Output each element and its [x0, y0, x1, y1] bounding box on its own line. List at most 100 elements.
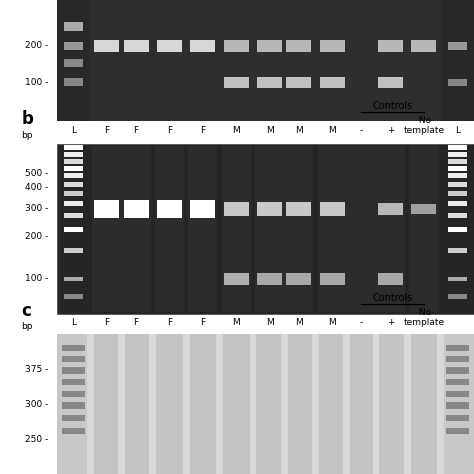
Bar: [410, 146, 438, 312]
Text: F: F: [201, 318, 205, 327]
Bar: [376, 146, 405, 312]
Bar: [64, 173, 83, 178]
Bar: [64, 182, 83, 187]
Bar: [438, 334, 444, 474]
Text: F: F: [104, 126, 109, 135]
Bar: [188, 146, 218, 312]
Bar: [446, 402, 469, 409]
Bar: [224, 202, 249, 216]
Bar: [284, 146, 313, 312]
Bar: [62, 379, 85, 385]
Bar: [286, 77, 311, 88]
Bar: [347, 146, 376, 312]
Text: 500 -: 500 -: [25, 169, 48, 178]
Bar: [64, 213, 83, 219]
Bar: [224, 273, 249, 285]
Bar: [62, 415, 85, 421]
Bar: [121, 334, 151, 474]
Bar: [124, 40, 149, 52]
Bar: [411, 204, 437, 214]
Bar: [64, 78, 83, 86]
Bar: [188, 334, 218, 474]
Text: c: c: [21, 302, 31, 320]
Bar: [286, 273, 311, 285]
Bar: [446, 379, 469, 385]
Bar: [64, 159, 83, 164]
Bar: [345, 0, 378, 121]
Text: M: M: [232, 126, 240, 135]
Text: F: F: [167, 318, 172, 327]
Bar: [446, 345, 469, 351]
Bar: [318, 146, 347, 312]
Text: F: F: [167, 126, 172, 135]
Bar: [62, 402, 85, 409]
Bar: [62, 356, 85, 363]
Bar: [404, 334, 410, 474]
Text: F: F: [134, 126, 139, 135]
Bar: [257, 202, 282, 216]
Text: Controls: Controls: [373, 293, 413, 303]
Bar: [347, 334, 374, 474]
Bar: [222, 334, 251, 474]
Bar: [448, 201, 467, 206]
Bar: [124, 200, 149, 218]
Bar: [64, 201, 83, 206]
Bar: [446, 367, 469, 374]
Bar: [62, 345, 85, 351]
Bar: [155, 334, 184, 474]
Bar: [64, 152, 83, 157]
Bar: [378, 273, 403, 285]
Text: F: F: [104, 318, 109, 327]
Bar: [64, 191, 83, 195]
Bar: [62, 391, 85, 397]
Bar: [448, 228, 467, 232]
Bar: [64, 166, 83, 171]
Text: 400 -: 400 -: [25, 183, 48, 192]
Bar: [255, 334, 282, 474]
Text: M: M: [266, 318, 273, 327]
Bar: [448, 276, 467, 282]
Text: F: F: [134, 318, 139, 327]
Bar: [118, 334, 125, 474]
Text: No
template: No template: [403, 116, 445, 135]
Bar: [62, 367, 85, 374]
Bar: [64, 248, 83, 254]
Bar: [255, 146, 284, 312]
Bar: [286, 202, 311, 216]
Bar: [64, 22, 83, 31]
Bar: [64, 294, 83, 299]
Bar: [121, 146, 151, 312]
Bar: [448, 79, 467, 85]
Bar: [64, 276, 83, 282]
Text: 375 -: 375 -: [25, 365, 48, 374]
Bar: [157, 200, 182, 218]
Bar: [62, 428, 85, 434]
Bar: [448, 248, 467, 254]
Bar: [319, 202, 345, 216]
Bar: [219, 0, 253, 121]
Bar: [224, 40, 249, 52]
Text: M: M: [295, 318, 303, 327]
Bar: [319, 40, 345, 52]
Bar: [448, 294, 467, 299]
Bar: [448, 152, 467, 157]
Bar: [191, 200, 215, 218]
Bar: [376, 334, 405, 474]
Bar: [448, 191, 467, 195]
Bar: [94, 200, 119, 218]
Bar: [312, 334, 319, 474]
Bar: [448, 145, 467, 150]
Bar: [448, 42, 467, 50]
Text: 300 -: 300 -: [25, 204, 48, 213]
Text: 100 -: 100 -: [25, 78, 48, 87]
Text: 250 -: 250 -: [25, 435, 48, 444]
Bar: [446, 428, 469, 434]
Bar: [316, 0, 349, 121]
Text: -: -: [360, 126, 363, 135]
Bar: [191, 40, 215, 52]
Text: L: L: [455, 126, 460, 135]
Bar: [183, 334, 190, 474]
Bar: [157, 40, 182, 52]
Bar: [411, 40, 437, 52]
Bar: [224, 77, 249, 88]
